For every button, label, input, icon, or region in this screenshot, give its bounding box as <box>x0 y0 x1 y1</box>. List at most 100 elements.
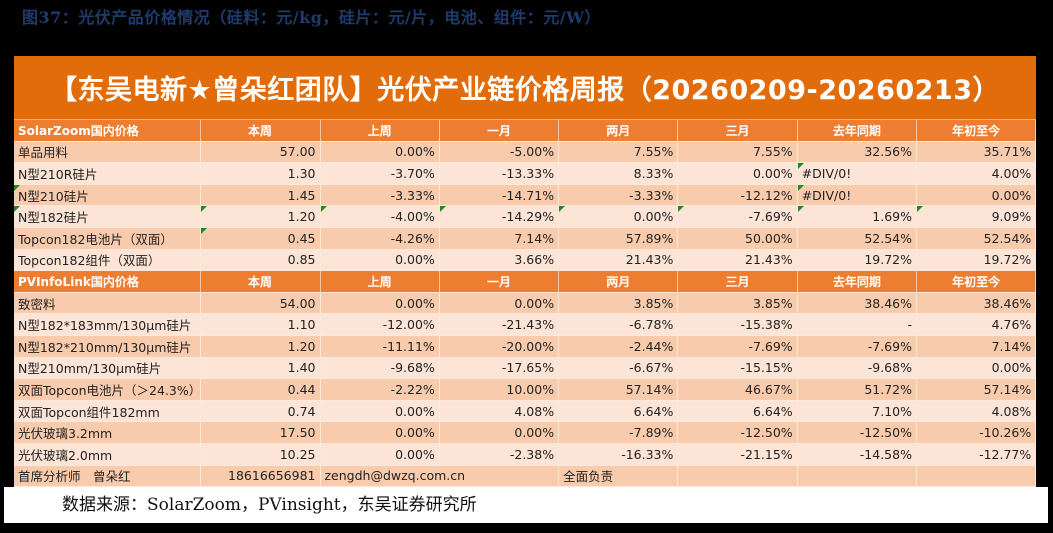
cell-value: 7.55% <box>558 141 679 164</box>
analyst-email: zengdh@dwzq.com.cn <box>320 465 560 488</box>
cell-value: -14.58% <box>797 443 917 466</box>
cell-value: 38.46% <box>797 292 917 315</box>
cell-value: 1.30 <box>200 162 321 185</box>
table-row: N型210R硅片 1.30 -3.70% -13.33% 8.33% 0.00% #DIV/… <box>14 162 1037 185</box>
cell-value: 1.40 <box>200 357 321 380</box>
cell-value: 0.00% <box>320 421 440 444</box>
table-row: 光伏玻璃3.2mm 17.50 0.00% 0.00% -7.89% -12.50% -12… <box>14 421 1037 444</box>
cell-value: -6.67% <box>558 357 679 380</box>
table-row: N型182*210mm/130μm硅片 1.20 -11.11% -20.00% -2.… <box>14 335 1037 358</box>
product-name: Topcon182组件（双面） <box>14 249 201 272</box>
cell-value: 0.45 <box>200 227 321 250</box>
cell-value: 57.89% <box>558 227 679 250</box>
cell-value: 0.44 <box>200 378 321 401</box>
cell-value: -12.77% <box>916 443 1037 466</box>
empty-cell <box>916 465 1037 488</box>
product-name: 双面Topcon组件182mm <box>14 400 201 423</box>
column-header: 去年同期 <box>797 270 917 293</box>
column-header: 本周 <box>200 270 321 293</box>
cell-value: -4.26% <box>320 227 440 250</box>
cell-value: 0.85 <box>200 249 321 272</box>
empty-cell <box>677 465 798 488</box>
cell-value: 4.08% <box>439 400 560 423</box>
cell-value: -17.65% <box>439 357 560 380</box>
cell-value: -12.12% <box>677 184 798 207</box>
column-header: 两月 <box>558 120 679 142</box>
cell-value: 10.00% <box>439 378 560 401</box>
section-header-row: PVInfoLink国内价格 本周 上周 一月 两月 三月 去年同期 年初至今 <box>14 270 1037 293</box>
table-row: Topcon182组件（双面） 0.85 0.00% 3.66% 21.43% 21.43… <box>14 249 1037 272</box>
cell-value: 0.00% <box>320 292 440 315</box>
cell-value: -3.33% <box>320 184 440 207</box>
table-row: 双面Topcon组件182mm 0.74 0.00% 4.08% 6.64% 6.64% 7… <box>14 400 1037 423</box>
cell-value: 3.85% <box>677 292 798 315</box>
cell-value: -12.50% <box>677 421 798 444</box>
cell-value: 9.09% <box>916 205 1037 228</box>
cell-value: 0.00% <box>320 249 440 272</box>
table-row: 光伏玻璃2.0mm 10.25 0.00% -2.38% -16.33% -21.15% -… <box>14 443 1037 466</box>
product-name: 光伏玻璃3.2mm <box>14 421 201 444</box>
empty-cell <box>797 465 917 488</box>
cell-value: -13.33% <box>439 162 560 185</box>
cell-value: 21.43% <box>677 249 798 272</box>
product-name: Topcon182电池片（双面） <box>14 227 201 250</box>
column-header: 三月 <box>677 270 798 293</box>
column-header: 上周 <box>320 120 440 142</box>
column-header: 本周 <box>200 120 321 142</box>
cell-value: 0.00% <box>916 357 1037 380</box>
analyst-phone: 18616656981 <box>200 465 321 488</box>
cell-value: -15.15% <box>677 357 798 380</box>
table-row: N型182*183mm/130μm硅片 1.10 -12.00% -21.43% -6.… <box>14 313 1037 336</box>
figure-caption: 图37：光伏产品价格情况（硅料：元/kg，硅片：元/片，电池、组件：元/W） <box>22 8 602 27</box>
cell-value: 51.72% <box>797 378 917 401</box>
analyst-row: 首席分析师 曾朵红 18616656981 zengdh@dwzq.com.cn 全面… <box>14 465 1037 488</box>
cell-value: -3.33% <box>558 184 679 207</box>
cell-value: 6.64% <box>677 400 798 423</box>
cell-value: #DIV/0! <box>797 162 917 185</box>
cell-value: 1.10 <box>200 313 321 336</box>
cell-value: -7.69% <box>677 335 798 358</box>
cell-value: -14.29% <box>439 205 560 228</box>
column-header: 三月 <box>677 120 798 142</box>
cell-value: 7.55% <box>677 141 798 164</box>
section-title: SolarZoom国内价格 <box>14 120 201 142</box>
price-table-body: SolarZoom国内价格 本周 上周 一月 两月 三月 去年同期 年初至今 单品用料 57.00… <box>14 120 1037 488</box>
cell-value: 0.00% <box>320 400 440 423</box>
cell-value: -4.00% <box>320 205 440 228</box>
report-banner: 【东吴电新★曾朵红团队】光伏产业链价格周报（20260209-20260213） <box>14 56 1036 120</box>
cell-value: 17.50 <box>200 421 321 444</box>
cell-value: 7.14% <box>916 335 1037 358</box>
cell-value: 0.00% <box>439 421 560 444</box>
cell-value: 19.72% <box>797 249 917 272</box>
cell-value: 52.54% <box>916 227 1037 250</box>
cell-value: -9.68% <box>797 357 917 380</box>
cell-value: 10.25 <box>200 443 321 466</box>
product-name: 单品用料 <box>14 141 201 164</box>
cell-value: -5.00% <box>439 141 560 164</box>
cell-value: 7.10% <box>797 400 917 423</box>
table-row: N型210mm/130μm硅片 1.40 -9.68% -17.65% -6.67% -1… <box>14 357 1037 380</box>
cell-value: 1.20 <box>200 205 321 228</box>
cell-value: -3.70% <box>320 162 440 185</box>
data-source-note: 数据来源：SolarZoom，PVinsight，东吴证券研究所 <box>4 487 1048 523</box>
table-row: Topcon182电池片（双面） 0.45 -4.26% 7.14% 57.89% 50.… <box>14 227 1037 250</box>
table-row: N型210硅片 1.45 -3.33% -14.71% -3.33% -12.12% #DI… <box>14 184 1037 207</box>
cell-value: - <box>797 313 917 336</box>
cell-value: 4.76% <box>916 313 1037 336</box>
column-header: 上周 <box>320 270 440 293</box>
cell-value: 46.67% <box>677 378 798 401</box>
cell-value: 50.00% <box>677 227 798 250</box>
cell-value: 3.85% <box>558 292 679 315</box>
cell-value: #DIV/0! <box>797 184 917 207</box>
cell-value: -2.38% <box>439 443 560 466</box>
cell-value: 52.54% <box>797 227 917 250</box>
cell-value: -7.69% <box>797 335 917 358</box>
table-row: 致密料 54.00 0.00% 0.00% 3.85% 3.85% 38.46% 38.46% <box>14 292 1037 315</box>
cell-value: 1.69% <box>797 205 917 228</box>
cell-value: -15.38% <box>677 313 798 336</box>
cell-value: 38.46% <box>916 292 1037 315</box>
cell-value: -20.00% <box>439 335 560 358</box>
column-header: 一月 <box>439 270 560 293</box>
cell-value: 1.45 <box>200 184 321 207</box>
cell-value: -11.11% <box>320 335 440 358</box>
